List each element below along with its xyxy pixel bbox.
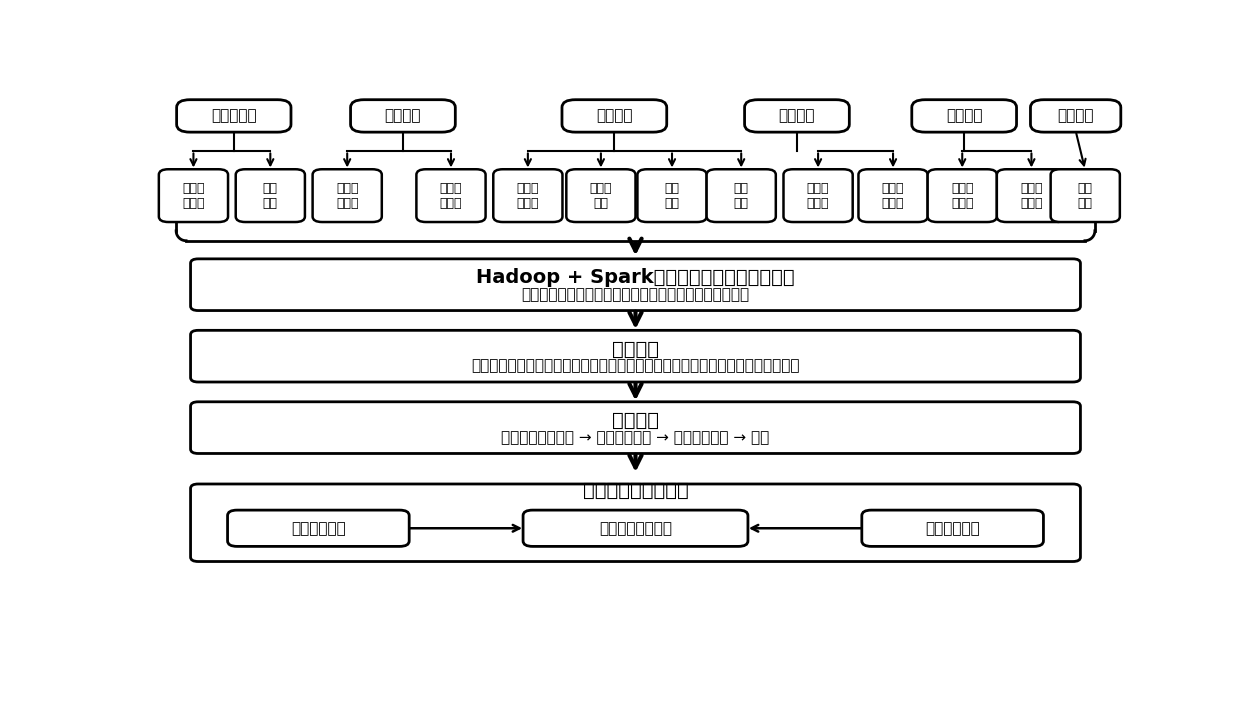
FancyBboxPatch shape: [159, 169, 228, 222]
Text: 桥梁设
施数据: 桥梁设 施数据: [882, 181, 904, 210]
Text: 城建部门: 城建部门: [779, 109, 815, 124]
Text: 网约车企业: 网约车企业: [211, 109, 257, 124]
Text: 订单
数据: 订单 数据: [263, 181, 278, 210]
FancyBboxPatch shape: [1050, 169, 1120, 222]
Text: Hadoop + Spark大数据分布式并行处理框架: Hadoop + Spark大数据分布式并行处理框架: [476, 268, 795, 288]
FancyBboxPatch shape: [523, 510, 748, 546]
FancyBboxPatch shape: [567, 169, 635, 222]
Text: 交通部门: 交通部门: [384, 109, 422, 124]
FancyBboxPatch shape: [744, 100, 849, 132]
Text: 基站位
置数据: 基站位 置数据: [1021, 181, 1043, 210]
FancyBboxPatch shape: [417, 169, 486, 222]
Text: 城市地面道路以交叉口为节点划分；城市快速路（高速）以匡道进出口为节点划分: 城市地面道路以交叉口为节点划分；城市快速路（高速）以匡道进出口为节点划分: [471, 358, 800, 373]
FancyBboxPatch shape: [236, 169, 305, 222]
Text: 犯罪
数据: 犯罪 数据: [665, 181, 680, 210]
Text: 道路事
故数据: 道路事 故数据: [517, 181, 539, 210]
FancyBboxPatch shape: [191, 484, 1080, 561]
FancyBboxPatch shape: [494, 169, 563, 222]
Text: 路段划分: 路段划分: [613, 340, 658, 359]
Text: 道路设
施数据: 道路设 施数据: [807, 181, 830, 210]
FancyBboxPatch shape: [784, 169, 853, 222]
FancyBboxPatch shape: [191, 331, 1080, 382]
FancyBboxPatch shape: [228, 510, 409, 546]
FancyBboxPatch shape: [997, 169, 1066, 222]
Text: 通信部门: 通信部门: [946, 109, 982, 124]
Text: 地图匹配: 地图匹配: [613, 411, 658, 431]
Text: 车辆轨
迹数据: 车辆轨 迹数据: [182, 181, 205, 210]
FancyBboxPatch shape: [637, 169, 707, 222]
FancyBboxPatch shape: [858, 169, 928, 222]
Text: 道路安全指数: 道路安全指数: [925, 521, 980, 536]
FancyBboxPatch shape: [562, 100, 667, 132]
FancyBboxPatch shape: [1030, 100, 1121, 132]
Text: 天气
数据: 天气 数据: [1078, 181, 1092, 210]
FancyBboxPatch shape: [862, 510, 1043, 546]
Text: 道路交
通指数: 道路交 通指数: [336, 181, 358, 210]
Text: 多维度安全指数计算: 多维度安全指数计算: [583, 481, 688, 501]
Text: 移动通
信数据: 移动通 信数据: [951, 181, 973, 210]
Text: 车辆轨
迹数据: 车辆轨 迹数据: [440, 181, 463, 210]
FancyBboxPatch shape: [351, 100, 455, 132]
Text: 摄像头
数据: 摄像头 数据: [590, 181, 613, 210]
FancyBboxPatch shape: [312, 169, 382, 222]
FancyBboxPatch shape: [911, 100, 1017, 132]
FancyBboxPatch shape: [191, 259, 1080, 311]
FancyBboxPatch shape: [707, 169, 776, 222]
FancyBboxPatch shape: [928, 169, 997, 222]
Text: 出警
数据: 出警 数据: [734, 181, 749, 210]
FancyBboxPatch shape: [191, 402, 1080, 453]
Text: 气象部门: 气象部门: [1058, 109, 1094, 124]
Text: 空间分析：点数据 → 路段；线数据 → 路段；面数据 → 路段: 空间分析：点数据 → 路段；线数据 → 路段；面数据 → 路段: [501, 430, 770, 445]
Text: 司机安全指数: 司机安全指数: [291, 521, 346, 536]
FancyBboxPatch shape: [176, 100, 291, 132]
Text: 路径出行安全指数: 路径出行安全指数: [599, 521, 672, 536]
Text: 公安部门: 公安部门: [596, 109, 632, 124]
Text: 数据预处理：数据清洗、数据集成、数据变换、数据规约: 数据预处理：数据清洗、数据集成、数据变换、数据规约: [522, 287, 749, 302]
